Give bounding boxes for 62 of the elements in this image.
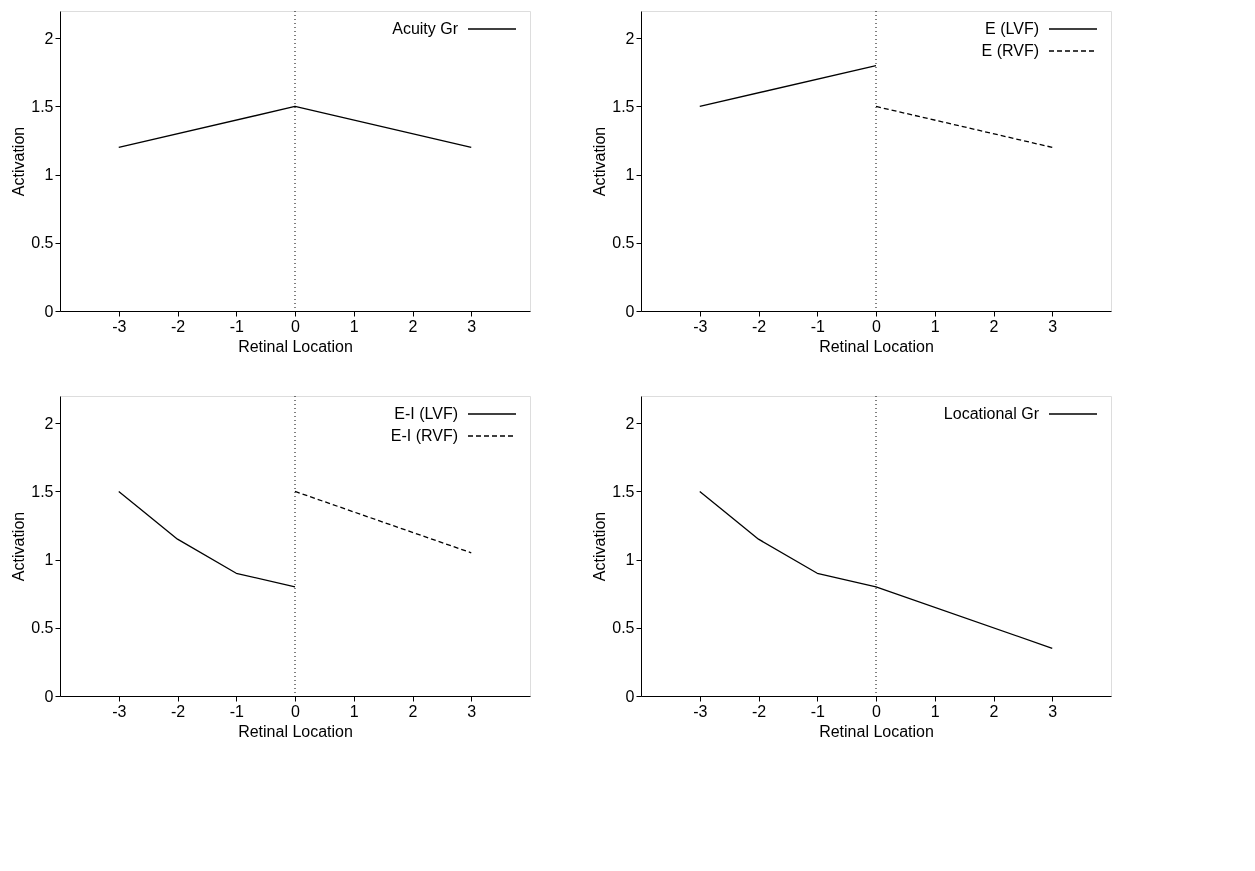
x-tick-label: -2	[170, 702, 186, 720]
y-tick-label: 1	[625, 551, 635, 569]
x-tick-label: -3	[112, 317, 127, 335]
y-tick-label: 0.5	[31, 619, 54, 637]
y-tick-label: 2	[625, 29, 635, 47]
x-tick-label: -2	[170, 317, 186, 335]
legend-label: E (LVF)	[985, 20, 1039, 37]
y-axis-title: Activation	[591, 511, 609, 582]
x-tick-label: 1	[349, 702, 359, 720]
legend-label: E-I (LVF)	[394, 405, 458, 422]
x-axis-title: Retinal Location	[819, 722, 934, 740]
y-tick-label: 1	[44, 166, 54, 184]
y-tick-label: 0.5	[31, 234, 54, 252]
x-tick-label: -1	[810, 317, 825, 335]
x-tick-label: 1	[349, 317, 359, 335]
x-tick-label: -1	[810, 702, 825, 720]
x-tick-label: 0	[291, 317, 301, 335]
y-tick-label: 2	[44, 29, 54, 47]
y-tick-label: 0	[625, 302, 635, 320]
x-tick-label: 0	[872, 317, 882, 335]
x-tick-label: -3	[693, 702, 708, 720]
y-tick-label: 0.5	[612, 619, 635, 637]
y-tick-label: 1.5	[31, 482, 54, 500]
x-tick-label: 1	[930, 317, 940, 335]
y-tick-label: 2	[625, 414, 635, 432]
y-tick-label: 0	[625, 687, 635, 705]
x-axis-title: Retinal Location	[238, 722, 353, 740]
x-tick-label: 3	[467, 702, 477, 720]
y-tick-label: 1	[44, 551, 54, 569]
y-tick-label: 2	[44, 414, 54, 432]
legend-label: E-I (RVF)	[390, 427, 458, 444]
x-tick-label: 1	[930, 702, 940, 720]
y-tick-label: 1.5	[612, 482, 635, 500]
y-axis-title: Activation	[10, 511, 28, 582]
y-tick-label: 1	[625, 166, 635, 184]
x-tick-label: -3	[693, 317, 708, 335]
x-tick-label: -2	[751, 317, 767, 335]
y-tick-label: 0.5	[612, 234, 635, 252]
x-tick-label: 2	[989, 702, 999, 720]
legend-label: Locational Gr	[943, 405, 1040, 422]
x-tick-label: 0	[291, 702, 301, 720]
x-tick-label: 2	[408, 317, 418, 335]
legend-label: E (RVF)	[981, 42, 1039, 59]
y-tick-label: 1.5	[31, 97, 54, 115]
y-tick-label: 1.5	[612, 97, 635, 115]
x-tick-label: -1	[229, 317, 244, 335]
y-tick-label: 0	[44, 302, 54, 320]
x-tick-label: 3	[467, 317, 477, 335]
x-tick-label: 3	[1048, 702, 1058, 720]
y-axis-title: Activation	[591, 126, 609, 197]
x-tick-label: -3	[112, 702, 127, 720]
x-tick-label: -2	[751, 702, 767, 720]
x-axis-title: Retinal Location	[238, 337, 353, 355]
y-axis-title: Activation	[10, 126, 28, 197]
x-tick-label: 3	[1048, 317, 1058, 335]
x-tick-label: 0	[872, 702, 882, 720]
y-tick-label: 0	[44, 687, 54, 705]
x-tick-label: 2	[408, 702, 418, 720]
x-axis-title: Retinal Location	[819, 337, 934, 355]
x-tick-label: -1	[229, 702, 244, 720]
legend-label: Acuity Gr	[392, 20, 459, 37]
x-tick-label: 2	[989, 317, 999, 335]
